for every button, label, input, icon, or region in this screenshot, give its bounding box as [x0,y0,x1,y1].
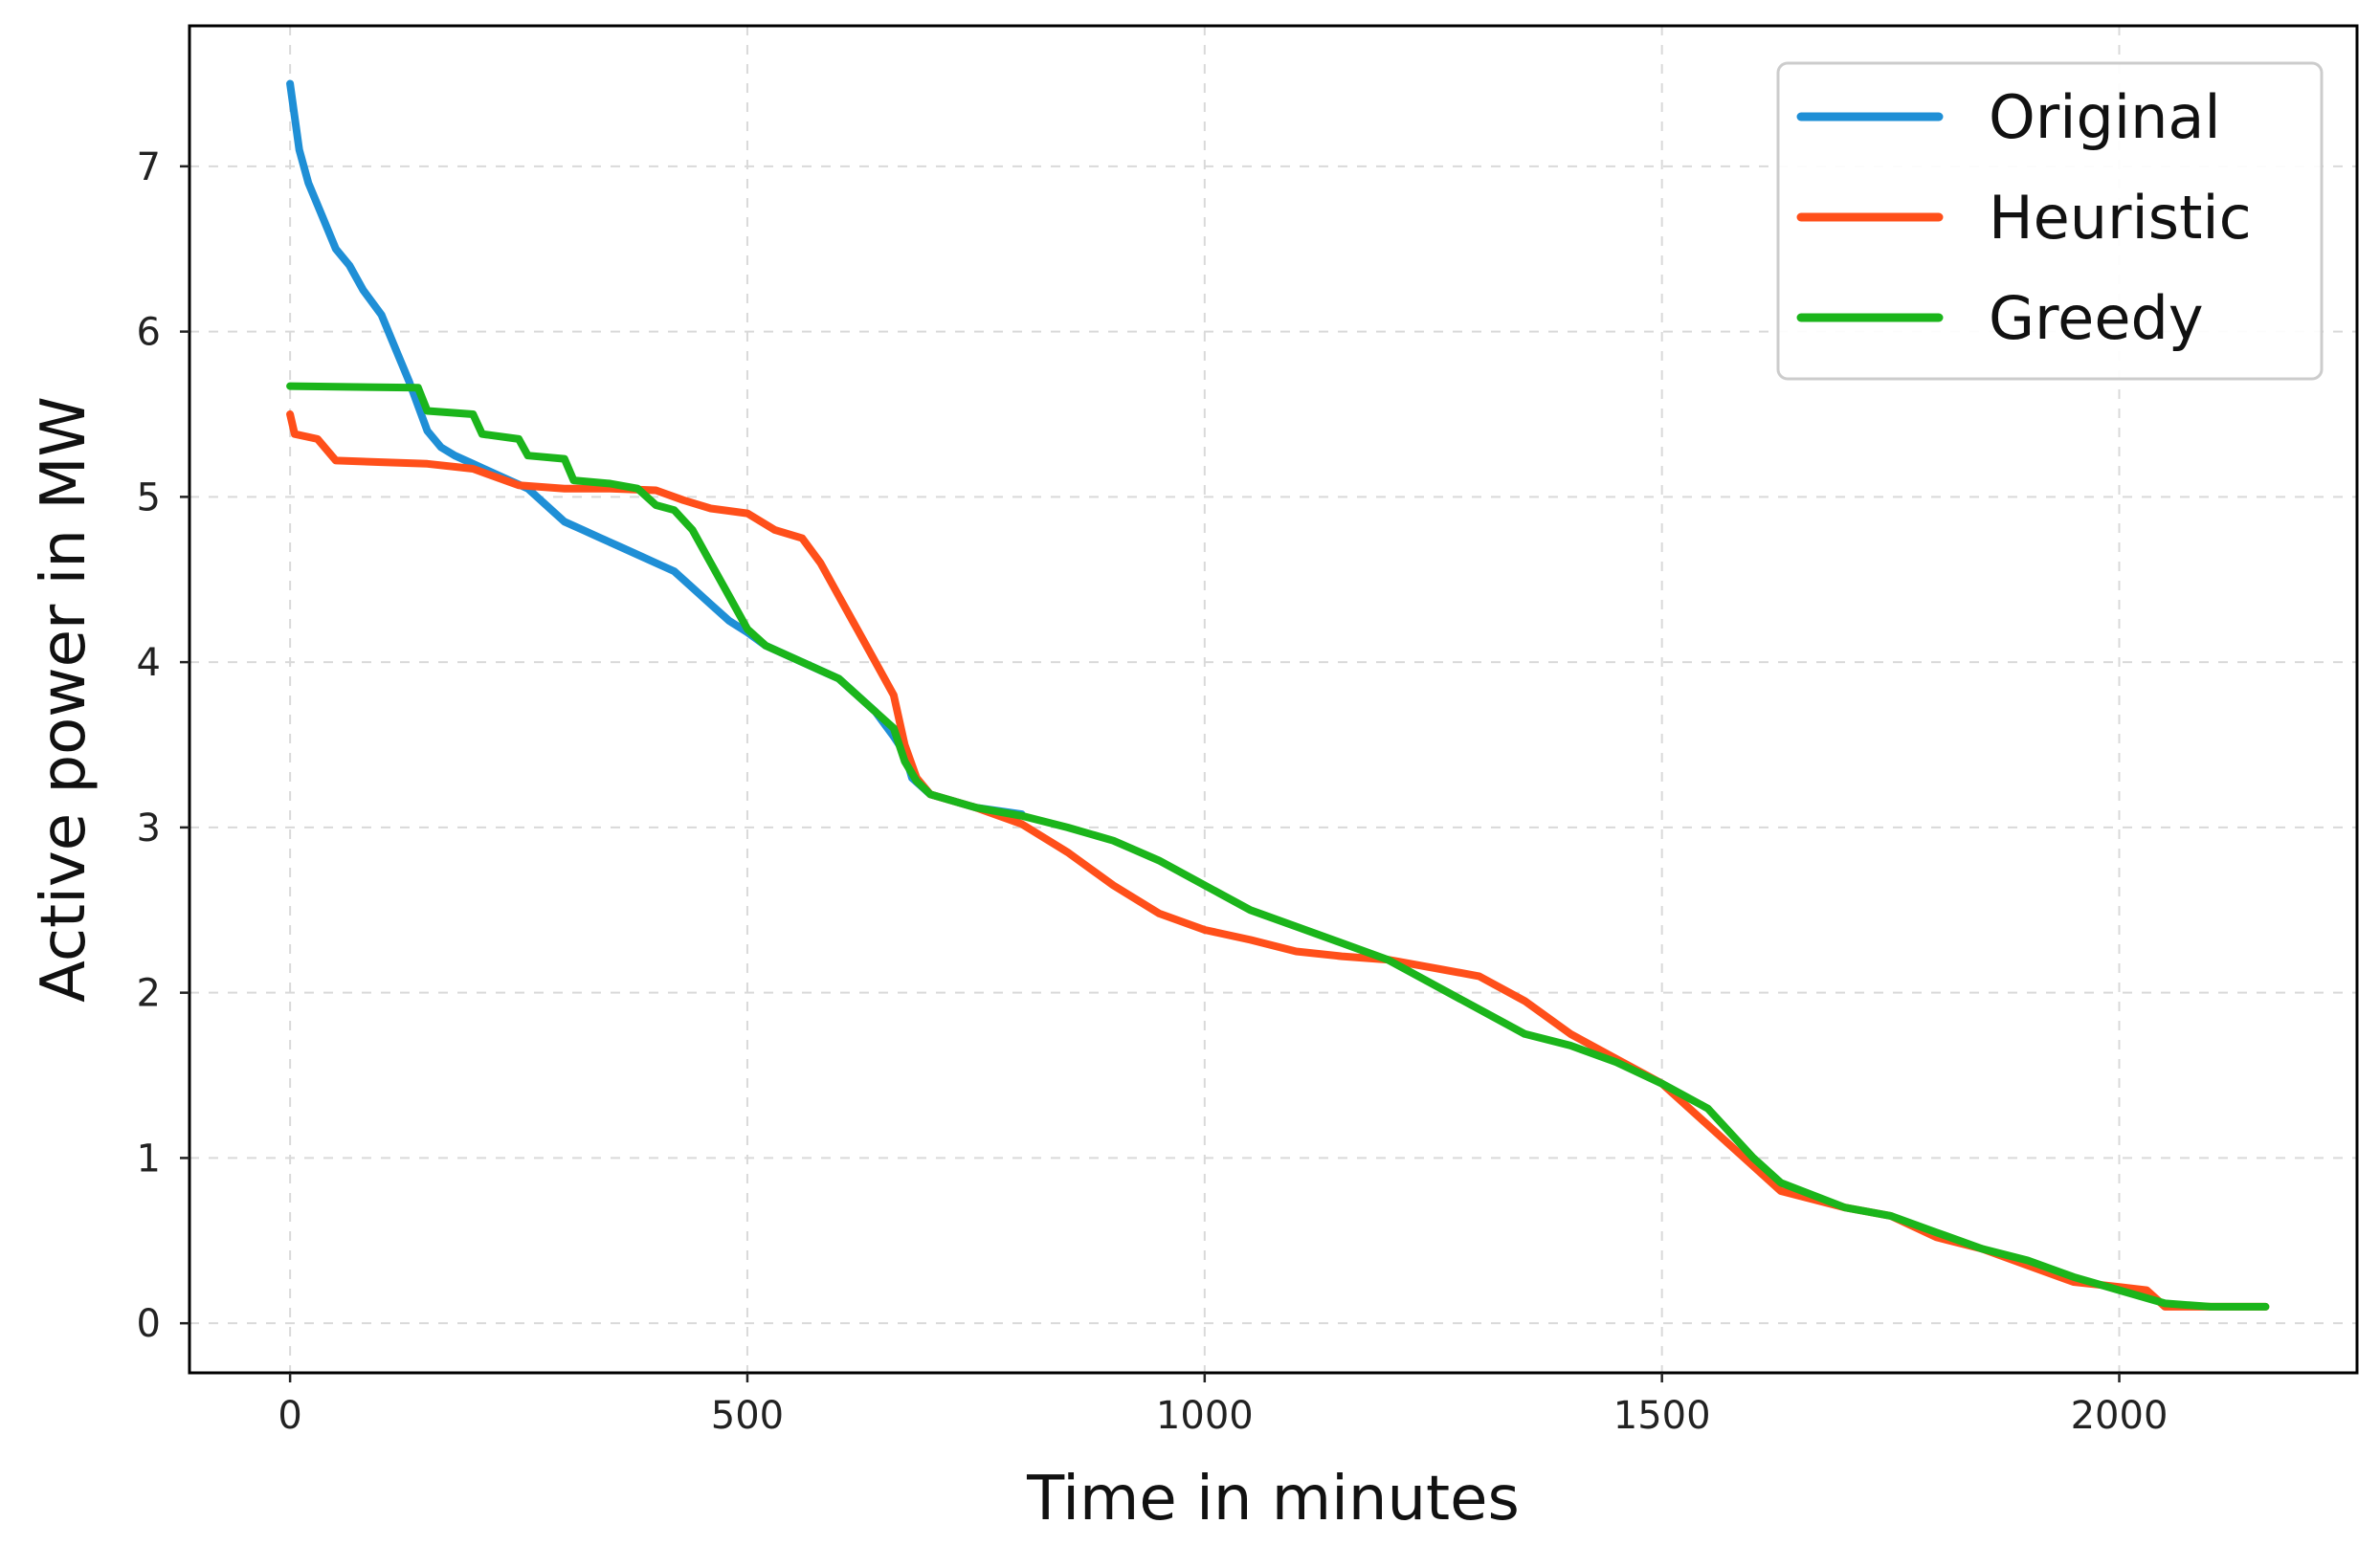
y-tick-label: 5 [137,475,161,519]
legend-label-greedy: Greedy [1989,283,2204,353]
series-line-original [286,79,1026,819]
y-tick-label: 0 [137,1302,161,1346]
x-tick-label: 1500 [1613,1394,1711,1438]
y-tick-label: 6 [137,311,161,355]
series-line-heuristic [286,410,2270,1311]
x-tick-label: 0 [278,1394,301,1438]
x-tick-label: 2000 [2071,1394,2169,1438]
x-tick-label: 500 [711,1394,784,1438]
legend-label-heuristic: Heuristic [1989,183,2252,253]
legend-box [1776,61,2324,381]
x-axis-label: Time in minutes [1026,1464,1520,1535]
series-line-greedy [286,382,2270,1311]
plot-frame [188,24,2359,1375]
y-axis-label: Active power in MW [29,396,100,1003]
axis-ticks: 0 500 1000 1500 2000 0 1 2 3 4 5 6 7 [137,145,2169,1438]
y-tick-label: 2 [137,972,161,1016]
y-tick-label: 3 [137,806,161,850]
legend: Original Heuristic Greedy [1776,61,2324,381]
x-tick-label: 1000 [1156,1394,1254,1438]
legend-label-original: Original [1989,82,2221,152]
y-tick-label: 4 [137,641,161,685]
y-tick-label: 1 [137,1137,161,1181]
series-lines [286,79,2270,1311]
y-tick-label: 7 [137,145,161,189]
